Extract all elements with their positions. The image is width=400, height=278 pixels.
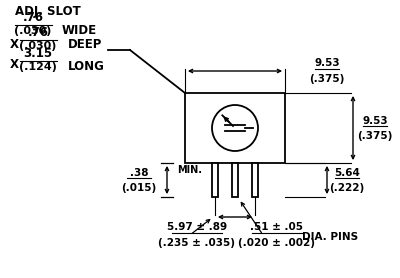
Text: WIDE: WIDE — [62, 24, 97, 36]
Text: X: X — [10, 58, 19, 71]
Text: DIA. PINS: DIA. PINS — [302, 232, 358, 242]
Text: (.020 ± .002): (.020 ± .002) — [238, 238, 316, 248]
Text: X: X — [10, 38, 19, 51]
Text: (.030): (.030) — [19, 41, 57, 51]
Text: .38: .38 — [130, 168, 148, 177]
Text: .76: .76 — [28, 26, 48, 39]
Text: (.124): (.124) — [19, 63, 57, 73]
Bar — [212, 163, 218, 197]
Text: 9.53: 9.53 — [314, 58, 340, 68]
Text: (.222): (.222) — [329, 183, 365, 193]
Text: 9.53: 9.53 — [362, 115, 388, 125]
Text: MIN.: MIN. — [177, 165, 202, 175]
Text: (.015): (.015) — [121, 183, 157, 193]
Bar — [185, 93, 285, 163]
Text: ADJ. SLOT: ADJ. SLOT — [15, 4, 81, 18]
Text: (.030): (.030) — [14, 26, 52, 36]
Text: (.235 ± .035): (.235 ± .035) — [158, 238, 236, 248]
Bar — [232, 163, 238, 197]
Text: .76: .76 — [22, 11, 44, 24]
Text: DEEP: DEEP — [68, 38, 102, 51]
Text: .51 ± .05: .51 ± .05 — [250, 222, 304, 232]
Text: (.375): (.375) — [309, 74, 345, 84]
Text: LONG: LONG — [68, 59, 105, 73]
Text: 3.15: 3.15 — [24, 47, 52, 60]
Text: 5.64: 5.64 — [334, 168, 360, 177]
Text: (.375): (.375) — [357, 131, 393, 141]
Bar — [252, 163, 258, 197]
Text: 5.97 ± .89: 5.97 ± .89 — [167, 222, 227, 232]
